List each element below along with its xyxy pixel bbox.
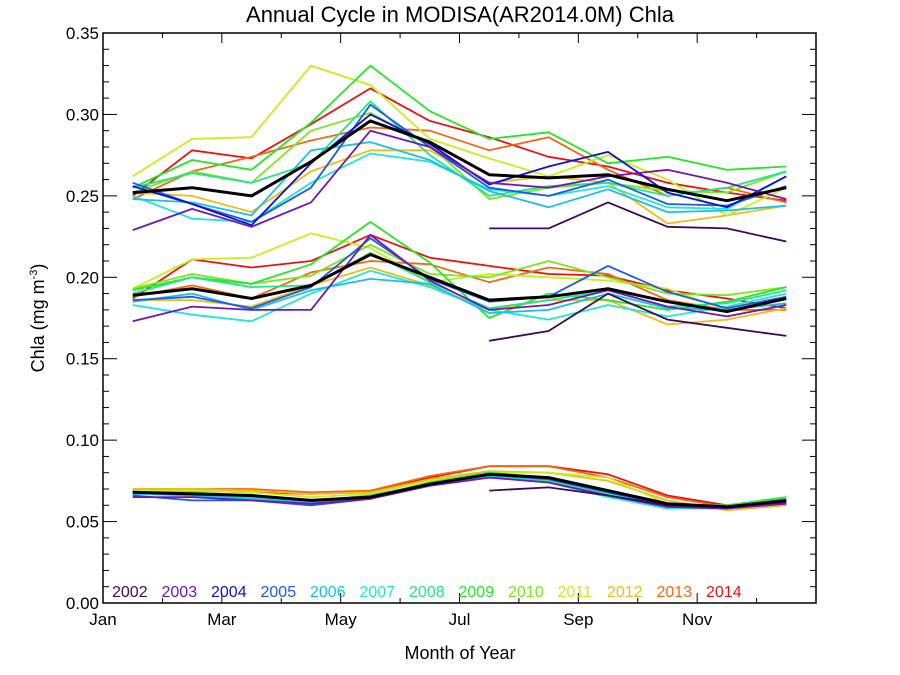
series-2011-upper-line xyxy=(132,64,787,217)
legend-item-2004: 2004 xyxy=(211,584,247,601)
plot-lines xyxy=(132,64,787,512)
series-2003-upper-line xyxy=(132,129,787,231)
y-tick-label: 0.15 xyxy=(66,350,99,369)
legend-item-2011: 2011 xyxy=(558,584,593,601)
legend-item-2009: 2009 xyxy=(459,584,495,601)
series-2013-middle-line xyxy=(132,260,787,311)
x-tick-label: Nov xyxy=(682,610,713,629)
series-2002-middle-line xyxy=(489,292,787,342)
legend: 2002 2003 2004 2005 2006 2007 2008 2009 2010 2011… xyxy=(112,584,742,601)
x-tick-label: Mar xyxy=(207,610,237,629)
plot-frame xyxy=(102,32,817,604)
x-tick-label: Sep xyxy=(563,610,593,629)
series-2002-upper-line xyxy=(489,201,787,243)
mean-lower-line xyxy=(132,472,787,509)
y-axis-title-close: ) xyxy=(28,264,48,270)
y-axis-title-superscript: -3 xyxy=(28,270,40,280)
x-tick-label: May xyxy=(325,610,358,629)
y-tick-label: 0.00 xyxy=(66,594,99,613)
y-tick-label: 0.05 xyxy=(66,513,99,532)
series-2003-middle-line xyxy=(132,234,787,323)
series-2011-middle-line xyxy=(132,232,787,311)
y-axis-title: Chla (mg m-3) xyxy=(28,264,48,373)
x-tick-label: Jan xyxy=(89,610,116,629)
legend-item-2013: 2013 xyxy=(657,584,693,601)
tick-labels: Jan Mar May Jul Sep Nov 0.00 0.05 0.10 0.15 0.20 0.… xyxy=(66,24,713,629)
legend-item-2010: 2010 xyxy=(508,584,544,601)
legend-item-2005: 2005 xyxy=(261,584,297,601)
x-tick-label: Jul xyxy=(449,610,471,629)
axis-ticks xyxy=(102,32,816,604)
series-2005-upper-line xyxy=(132,103,787,223)
y-tick-label: 0.30 xyxy=(66,105,99,124)
series-2003-lower-line xyxy=(132,476,787,510)
y-axis-title-main: Chla (mg m xyxy=(28,279,48,372)
x-axis-title: Month of Year xyxy=(404,643,515,663)
y-tick-label: 0.10 xyxy=(66,431,99,450)
series-2013-lower-line xyxy=(132,465,787,508)
legend-item-2006: 2006 xyxy=(310,584,346,601)
series-2014-upper-line xyxy=(132,87,787,202)
legend-item-2002: 2002 xyxy=(112,584,148,601)
legend-item-2003: 2003 xyxy=(162,584,198,601)
series-2006-upper-line xyxy=(132,141,787,217)
y-tick-label: 0.20 xyxy=(66,268,99,287)
legend-item-2012: 2012 xyxy=(607,584,643,601)
y-tick-label: 0.25 xyxy=(66,187,99,206)
legend-item-2014: 2014 xyxy=(706,584,742,601)
legend-item-2007: 2007 xyxy=(360,584,396,601)
mean-upper-line xyxy=(132,119,787,203)
series-2009-upper-line xyxy=(132,64,787,189)
legend-item-2008: 2008 xyxy=(409,584,445,601)
series-2012-lower-line xyxy=(132,470,787,512)
chart-title: Annual Cycle in MODISA(AR2014.0M) Chla xyxy=(246,2,675,27)
y-tick-label: 0.35 xyxy=(66,24,99,43)
mean-middle-line xyxy=(132,253,787,313)
